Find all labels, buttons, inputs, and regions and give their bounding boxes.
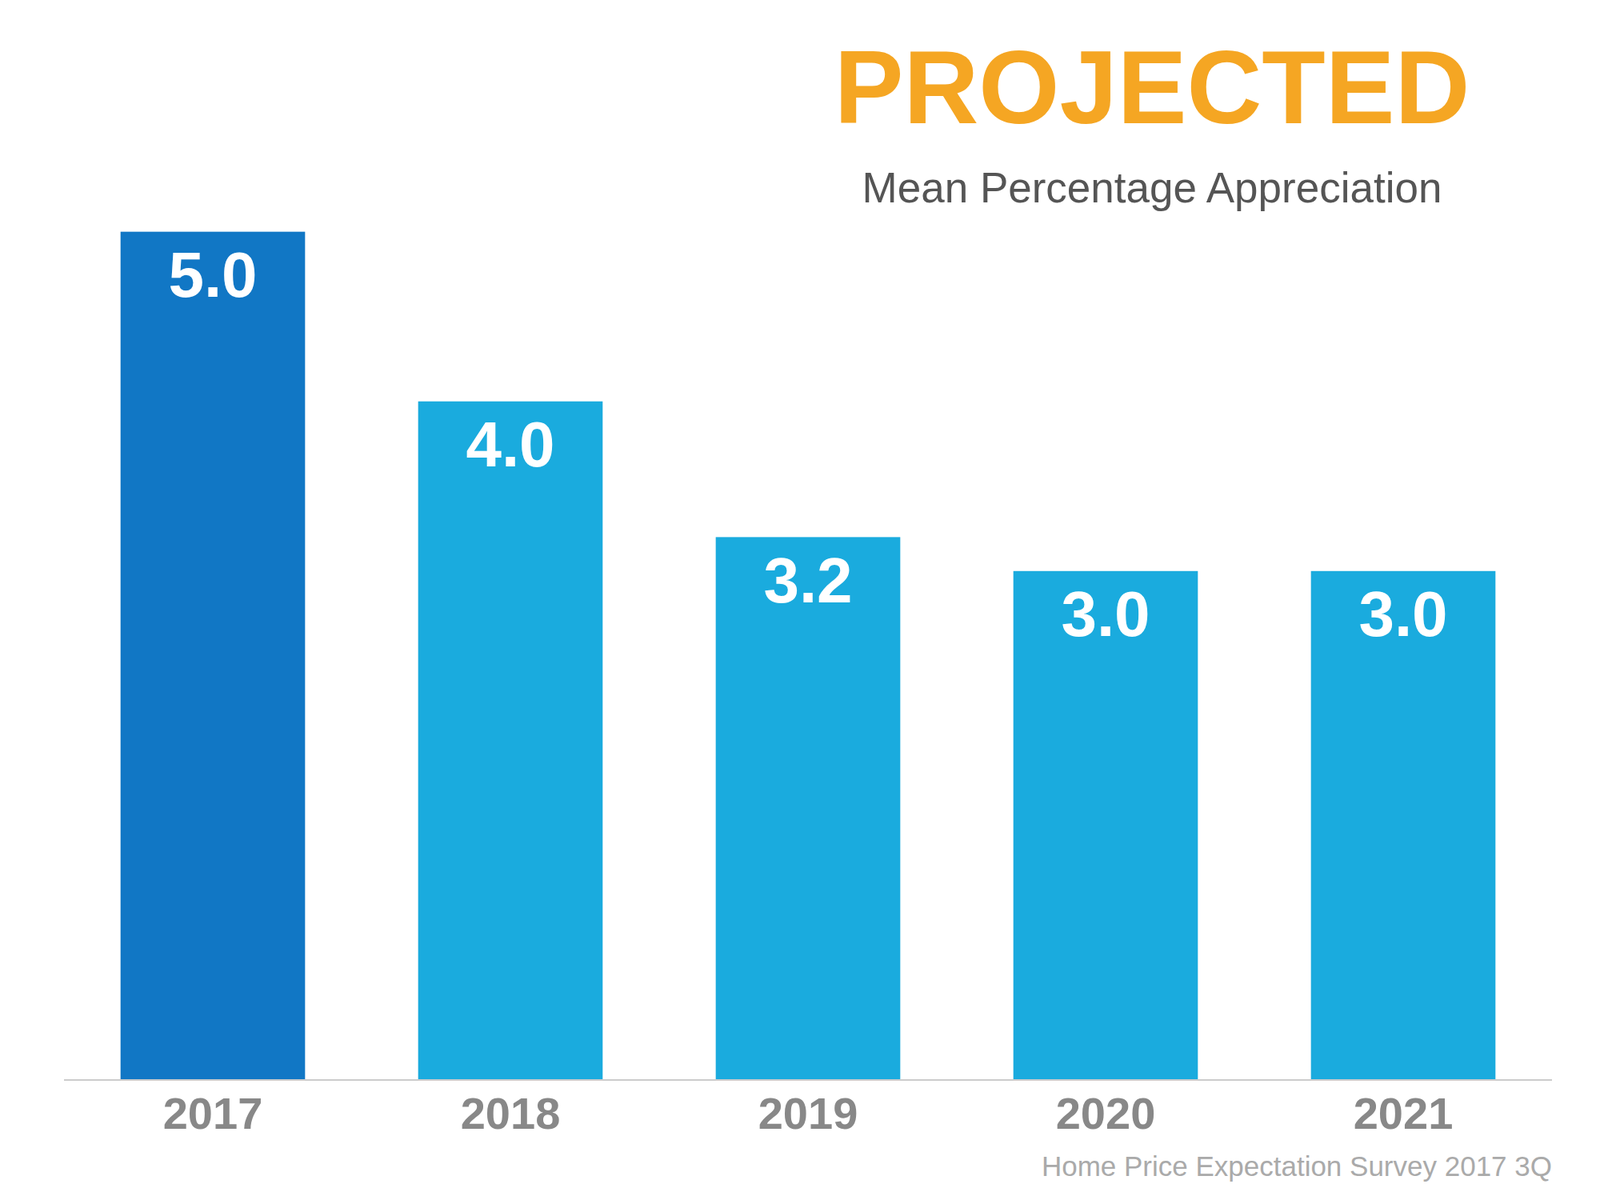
data-label: 3.2 (763, 544, 852, 616)
x-axis-line (64, 1079, 1552, 1081)
x-tick-label: 2018 (460, 1088, 561, 1139)
title: PROJECTED (834, 28, 1471, 146)
subtitle: Mean Percentage Appreciation (862, 164, 1443, 212)
bar (1013, 571, 1199, 1080)
x-tick-label: 2021 (1353, 1088, 1454, 1139)
data-label: 3.0 (1358, 578, 1448, 650)
data-label: 3.0 (1060, 578, 1150, 650)
data-label: 4.0 (465, 408, 555, 480)
bar (1311, 571, 1496, 1080)
x-tick-label: 2019 (758, 1088, 859, 1139)
bar (418, 401, 604, 1080)
x-tick-label: 2020 (1056, 1088, 1156, 1139)
background (0, 0, 1600, 1200)
source-note: Home Price Expectation Survey 2017 3Q (1041, 1150, 1552, 1182)
bar (716, 536, 901, 1080)
data-labels: 5.0 4.0 3.2 3.0 3.0 (168, 239, 1448, 650)
x-axis: 2017 2018 2019 2020 2021 (163, 1088, 1454, 1139)
chart-container: 5.0 4.0 3.2 3.0 3.0 2017 2018 2019 2020 2021 PROJE… (0, 0, 1600, 1200)
data-label: 5.0 (168, 239, 257, 311)
x-tick-label: 2017 (163, 1088, 264, 1139)
bars (120, 232, 1496, 1080)
chart: 5.0 4.0 3.2 3.0 3.0 2017 2018 2019 2020 2021 PROJE… (0, 0, 1600, 1200)
bar (120, 232, 306, 1080)
